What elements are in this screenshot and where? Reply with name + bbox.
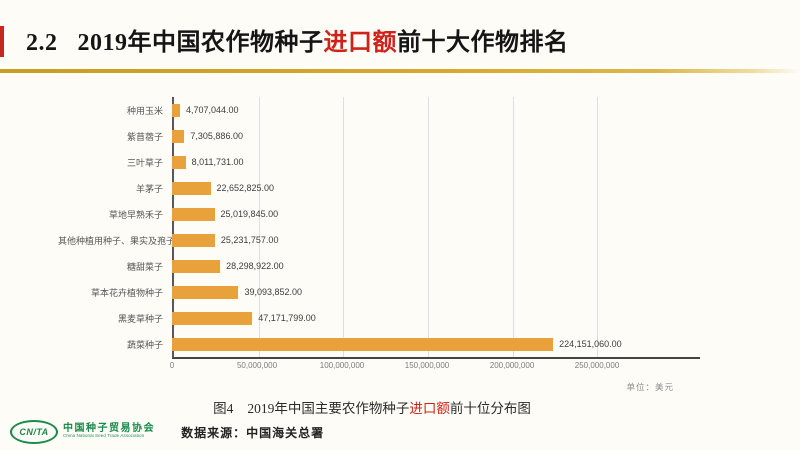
bar-row: 种用玉米 4,707,044.00 bbox=[58, 97, 700, 123]
figure-caption: 图4 2019年中国主要农作物种子进口额前十位分布图 bbox=[0, 397, 744, 417]
bar-row: 糖甜菜子 28,298,922.00 bbox=[58, 253, 700, 279]
title-text-after: 前十大作物排名 bbox=[397, 30, 569, 56]
bar bbox=[172, 207, 215, 221]
category-label: 羊茅子 bbox=[135, 183, 163, 194]
bar-track: 28,298,922.00 bbox=[172, 253, 700, 279]
title-highlight: 进口额 bbox=[323, 30, 397, 56]
value-label: 7,305,886.00 bbox=[190, 131, 243, 141]
bar-track: 47,171,799.00 bbox=[172, 305, 700, 331]
gridline bbox=[512, 97, 514, 357]
bar-row: 羊茅子 22,652,825.00 bbox=[58, 175, 700, 201]
x-tick-label: 200,000,000 bbox=[489, 361, 535, 370]
bar bbox=[172, 311, 253, 325]
bar bbox=[172, 259, 221, 273]
bar bbox=[172, 337, 554, 351]
cnsta-logo-icon: CN/TA bbox=[10, 420, 58, 444]
bar bbox=[172, 233, 215, 247]
cnsta-logo: CN/TA 中国种子贸易协会 China National Seed Trade… bbox=[10, 420, 167, 444]
bar-chart: 种用玉米 4,707,044.00 紫苜蓿子 7,305,886.00 三叶草子 8,01… bbox=[58, 97, 700, 397]
unit-label: 单位：美元 bbox=[626, 382, 674, 392]
bar bbox=[172, 181, 211, 195]
bar-row: 草本花卉植物种子 39,093,852.00 bbox=[58, 279, 700, 305]
bar-track: 39,093,852.00 bbox=[172, 279, 700, 305]
value-label: 47,171,799.00 bbox=[258, 313, 316, 323]
bar-track: 7,305,886.00 bbox=[172, 123, 700, 149]
category-label: 三叶草子 bbox=[126, 157, 163, 168]
bar-track: 25,231,757.00 bbox=[172, 227, 700, 253]
bar-row: 三叶草子 8,011,731.00 bbox=[58, 149, 700, 175]
gridline bbox=[597, 97, 599, 357]
footer: CN/TA 中国种子贸易协会 China National Seed Trade… bbox=[10, 420, 324, 444]
bar-rows: 种用玉米 4,707,044.00 紫苜蓿子 7,305,886.00 三叶草子 8,01… bbox=[58, 97, 700, 357]
x-axis-ticks: 0 50,000,000 100,000,000 150,000,000 200,000… bbox=[169, 361, 700, 373]
bar-row: 紫苜蓿子 7,305,886.00 bbox=[58, 123, 700, 149]
value-label: 28,298,922.00 bbox=[226, 261, 284, 271]
value-label: 39,093,852.00 bbox=[244, 287, 303, 297]
x-tick-label: 150,000,000 bbox=[404, 361, 450, 370]
caption-highlight: 进口额 bbox=[409, 401, 450, 416]
bar bbox=[172, 155, 186, 169]
value-label: 22,652,825.00 bbox=[216, 183, 275, 193]
org-name-en: China National Seed Trade Association bbox=[63, 434, 145, 439]
bar-track: 4,707,044.00 bbox=[172, 97, 700, 123]
x-tick-label: 0 bbox=[169, 361, 175, 370]
bar-row: 黑麦草种子 47,171,799.00 bbox=[58, 305, 700, 331]
bar-row: 草地早熟禾子 25,019,845.00 bbox=[58, 201, 700, 227]
bar bbox=[172, 103, 180, 117]
x-tick-label: 100,000,000 bbox=[319, 361, 365, 370]
caption-text-after: 前十位分布图 bbox=[449, 401, 531, 416]
org-name-block: 中国种子贸易协会 China National Seed Trade Assoc… bbox=[63, 423, 167, 441]
figure-number: 图4 bbox=[213, 401, 234, 416]
title-text-before: 2019年中国农作物种子 bbox=[77, 30, 324, 56]
bar-track: 25,019,845.00 bbox=[172, 201, 700, 227]
value-label: 25,019,845.00 bbox=[220, 209, 279, 219]
category-label: 黑麦草种子 bbox=[117, 313, 163, 324]
category-label: 草本花卉植物种子 bbox=[90, 287, 163, 298]
category-label: 蔬菜种子 bbox=[126, 339, 163, 350]
bar-track: 22,652,825.00 bbox=[172, 175, 700, 201]
value-label: 224,151,060.00 bbox=[559, 339, 622, 349]
bar-track: 224,151,060.00 bbox=[172, 331, 700, 357]
bar-track: 8,011,731.00 bbox=[172, 149, 700, 175]
category-label: 其他种植用种子、果实及孢子 bbox=[58, 235, 176, 246]
gridline bbox=[428, 97, 430, 357]
gridline bbox=[343, 97, 345, 357]
bar bbox=[172, 285, 239, 299]
plot-area bbox=[172, 97, 700, 359]
value-label: 8,011,731.00 bbox=[191, 157, 244, 167]
value-label: 4,707,044.00 bbox=[186, 105, 239, 115]
category-label: 种用玉米 bbox=[126, 105, 163, 116]
category-label: 糖甜菜子 bbox=[126, 261, 163, 272]
gridline bbox=[258, 97, 260, 357]
org-name-cn: 中国种子贸易协会 bbox=[63, 422, 155, 434]
slide-accent-bar bbox=[0, 26, 4, 57]
category-label: 紫苜蓿子 bbox=[126, 131, 163, 142]
section-number: 2.2 bbox=[26, 30, 58, 56]
title-underline bbox=[0, 69, 800, 73]
bar-row: 蔬菜种子 224,151,060.00 bbox=[58, 331, 700, 357]
value-label: 25,231,757.00 bbox=[220, 235, 279, 245]
x-tick-label: 250,000,000 bbox=[574, 361, 620, 370]
x-tick-label: 50,000,000 bbox=[236, 361, 278, 370]
data-source-label: 数据来源：中国海关总署 bbox=[181, 425, 325, 440]
slide-title: 2.2 2019年中国农作物种子进口额前十大作物排名 bbox=[26, 22, 569, 57]
bar bbox=[172, 129, 185, 143]
category-label: 草地早熟禾子 bbox=[108, 209, 163, 220]
caption-text-before: 2019年中国主要农作物种子 bbox=[247, 401, 410, 416]
bar-row: 其他种植用种子、果实及孢子 25,231,757.00 bbox=[58, 227, 700, 253]
